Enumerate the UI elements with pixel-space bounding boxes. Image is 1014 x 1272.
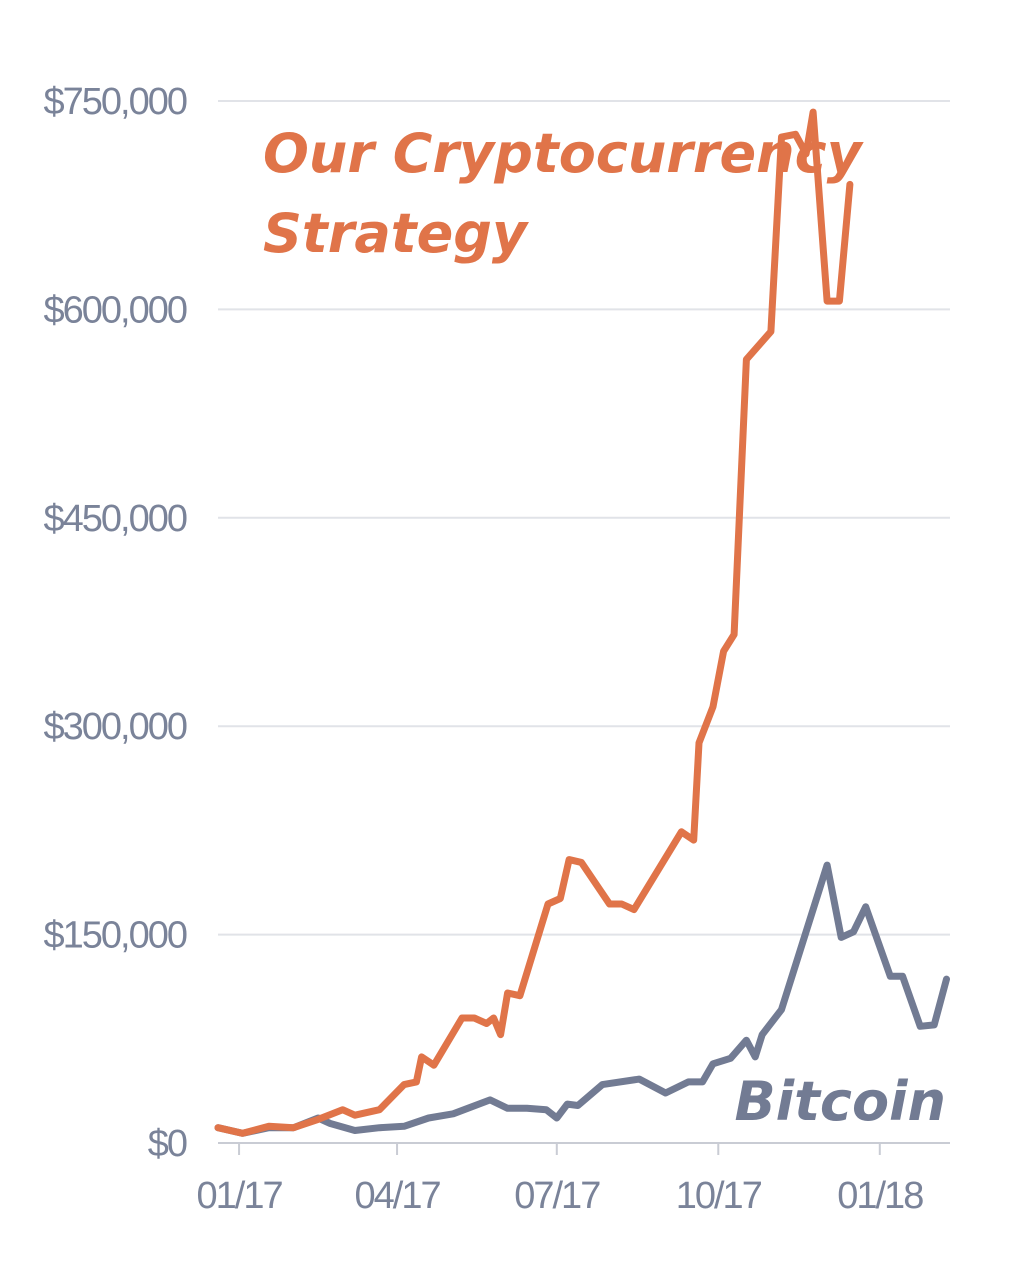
x-tick-label: 10/17: [676, 1175, 762, 1217]
y-tick-label: $0: [148, 1123, 187, 1165]
gridlines: [218, 100, 950, 1144]
x-tick-label: 04/17: [355, 1175, 441, 1217]
strategy-annotation-line1: Our Cryptocurrency: [263, 122, 865, 185]
series-lines: [214, 108, 950, 1137]
y-tick-label: $600,000: [44, 289, 187, 331]
y-tick-label: $150,000: [44, 915, 187, 957]
series-line-our-cryptocurrency-strategy: [214, 108, 854, 1137]
series-line-bitcoin: [214, 861, 950, 1137]
x-tick-label: 01/17: [197, 1175, 283, 1217]
x-tick-label: 01/18: [837, 1175, 923, 1217]
y-tick-label: $450,000: [44, 498, 187, 540]
bitcoin-annotation: Bitcoin: [734, 1070, 946, 1133]
x-tick-label: 07/17: [514, 1175, 600, 1217]
x-axis: 01/17 04/17 07/17 10/17 01/18: [197, 1143, 925, 1217]
strategy-annotation-line2: Strategy: [263, 202, 530, 265]
y-tick-label: $300,000: [44, 706, 187, 748]
annotations: Our Cryptocurrency Strategy Bitcoin: [263, 122, 946, 1133]
y-tick-label: $750,000: [44, 81, 187, 123]
y-axis: $0 $150,000 $300,000 $450,000 $600,000 $750,0…: [44, 81, 189, 1165]
